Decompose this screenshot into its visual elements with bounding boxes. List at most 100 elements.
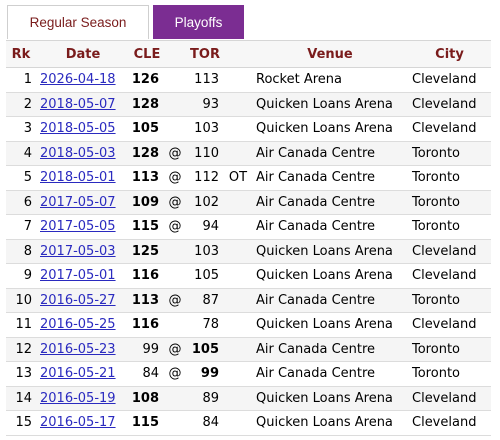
cell-tor-score: 103 xyxy=(186,239,224,264)
cell-rk: 1 xyxy=(6,67,36,93)
table-row: 4 2018-05-03 128 @110 Air Canada Centre Toron… xyxy=(6,141,491,166)
table-row: 9 2017-05-01 116 105 Quicken Loans Arena Clev… xyxy=(6,263,491,289)
cell-city: Toronto xyxy=(408,190,491,215)
date-link[interactable]: 2018-05-07 xyxy=(40,96,116,112)
header-rk[interactable]: Rk xyxy=(6,40,36,68)
cell-date: 2016-05-27 xyxy=(36,288,130,313)
table-row: 1 2026-04-18 126 113 Rocket Arena Cleveland xyxy=(6,67,491,93)
cell-city: Toronto xyxy=(408,288,491,313)
cell-tor-score: 103 xyxy=(186,116,224,142)
date-link[interactable]: 2017-05-05 xyxy=(40,219,116,235)
cell-ot xyxy=(224,116,252,142)
cell-cle-score: 84 xyxy=(130,361,164,387)
cell-at: @ xyxy=(164,190,186,215)
table-row: 11 2016-05-25 116 78 Quicken Loans Arena Clev… xyxy=(6,312,491,338)
cell-ot xyxy=(224,386,252,411)
header-date[interactable]: Date xyxy=(36,40,130,68)
cell-cle-score: 113 xyxy=(130,288,164,313)
date-link[interactable]: 2016-05-23 xyxy=(40,341,116,357)
date-link[interactable]: 2016-05-27 xyxy=(40,292,116,308)
cell-date: 2026-04-18 xyxy=(36,67,130,93)
cell-city: Cleveland xyxy=(408,239,491,264)
cell-tor-score: 105 xyxy=(186,263,224,289)
cell-rk: 14 xyxy=(6,386,36,411)
cell-rk: 8 xyxy=(6,239,36,264)
cell-venue: Quicken Loans Arena xyxy=(252,239,408,264)
cell-ot xyxy=(224,190,252,215)
cell-at: @ xyxy=(164,214,186,240)
date-link[interactable]: 2018-05-03 xyxy=(40,145,116,161)
date-link[interactable]: 2016-05-25 xyxy=(40,317,116,333)
header-cle[interactable]: CLE xyxy=(130,40,164,68)
cell-cle-score: 128 xyxy=(130,92,164,117)
cell-cle-score: 109 xyxy=(130,190,164,215)
cell-tor-score: 89 xyxy=(186,386,224,411)
date-link[interactable]: 2018-05-05 xyxy=(40,121,116,137)
cell-cle-score: 128 xyxy=(130,141,164,166)
cell-date: 2018-05-03 xyxy=(36,141,130,166)
date-link[interactable]: 2017-05-03 xyxy=(40,243,116,259)
header-venue[interactable]: Venue xyxy=(252,40,408,68)
cell-rk: 7 xyxy=(6,214,36,240)
cell-rk: 15 xyxy=(6,410,36,436)
cell-rk: 11 xyxy=(6,312,36,338)
cell-venue: Quicken Loans Arena xyxy=(252,410,408,436)
cell-tor-score: 99 xyxy=(186,361,224,387)
date-link[interactable]: 2016-05-21 xyxy=(40,366,116,382)
date-link[interactable]: 2017-05-01 xyxy=(40,268,116,284)
cell-ot xyxy=(224,312,252,338)
cell-venue: Air Canada Centre xyxy=(252,165,408,191)
table-row: 8 2017-05-03 125 103 Quicken Loans Arena Clev… xyxy=(6,239,491,264)
tab-playoffs[interactable]: Playoffs xyxy=(153,5,244,39)
cell-cle-score: 108 xyxy=(130,386,164,411)
cell-venue: Air Canada Centre xyxy=(252,190,408,215)
cell-at: @ xyxy=(164,165,186,191)
cell-date: 2018-05-07 xyxy=(36,92,130,117)
cell-at xyxy=(164,116,186,142)
cell-city: Cleveland xyxy=(408,92,491,117)
cell-venue: Quicken Loans Arena xyxy=(252,116,408,142)
cell-cle-score: 126 xyxy=(130,67,164,93)
cell-tor-score: 105 xyxy=(186,337,224,362)
cell-ot xyxy=(224,214,252,240)
table-row: 10 2016-05-27 113 @87 Air Canada Centre Toron… xyxy=(6,288,491,313)
cell-cle-score: 116 xyxy=(130,312,164,338)
cell-venue: Air Canada Centre xyxy=(252,214,408,240)
date-link[interactable]: 2017-05-07 xyxy=(40,194,116,210)
header-tor[interactable]: TOR xyxy=(186,40,224,68)
cell-at: @ xyxy=(164,337,186,362)
cell-at xyxy=(164,386,186,411)
date-link[interactable]: 2016-05-17 xyxy=(40,415,116,431)
cell-date: 2016-05-25 xyxy=(36,312,130,338)
cell-ot xyxy=(224,141,252,166)
cell-cle-score: 99 xyxy=(130,337,164,362)
cell-rk: 4 xyxy=(6,141,36,166)
tab-regular-season[interactable]: Regular Season xyxy=(7,5,149,39)
date-link[interactable]: 2018-05-01 xyxy=(40,170,116,186)
cell-rk: 3 xyxy=(6,116,36,142)
cell-at: @ xyxy=(164,361,186,387)
cell-rk: 2 xyxy=(6,92,36,117)
cell-venue: Air Canada Centre xyxy=(252,288,408,313)
cell-at xyxy=(164,239,186,264)
table-header-row: Rk Date CLE TOR Venue City xyxy=(6,40,491,68)
header-city[interactable]: City xyxy=(408,40,491,68)
cell-tor-score: 102 xyxy=(186,190,224,215)
cell-city: Toronto xyxy=(408,214,491,240)
cell-date: 2017-05-05 xyxy=(36,214,130,240)
cell-tor-score: 78 xyxy=(186,312,224,338)
cell-date: 2018-05-01 xyxy=(36,165,130,191)
cell-city: Toronto xyxy=(408,337,491,362)
cell-venue: Air Canada Centre xyxy=(252,141,408,166)
cell-city: Cleveland xyxy=(408,410,491,436)
cell-at xyxy=(164,92,186,117)
cell-at xyxy=(164,67,186,93)
date-link[interactable]: 2026-04-18 xyxy=(40,72,116,88)
cell-ot xyxy=(224,92,252,117)
date-link[interactable]: 2016-05-19 xyxy=(40,390,116,406)
cell-cle-score: 125 xyxy=(130,239,164,264)
cell-city: Cleveland xyxy=(408,263,491,289)
cell-venue: Quicken Loans Arena xyxy=(252,312,408,338)
cell-cle-score: 105 xyxy=(130,116,164,142)
cell-date: 2017-05-03 xyxy=(36,239,130,264)
